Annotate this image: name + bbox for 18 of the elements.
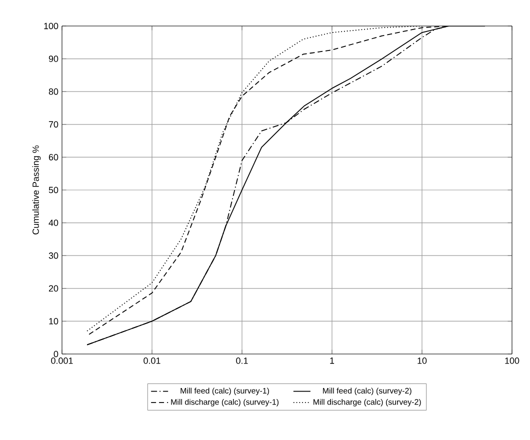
x-tick-label: 0.1: [236, 358, 248, 364]
y-tick-label: 20: [48, 285, 58, 292]
y-tick-label: 90: [48, 56, 58, 62]
x-tick-label: 0.01: [144, 358, 160, 364]
x-tick-label: 1: [330, 358, 334, 364]
x-tick-label: 0.001: [51, 358, 73, 364]
y-tick-label: 0: [54, 350, 58, 358]
y-tick-label: 40: [48, 220, 58, 226]
y-tick-label: 70: [48, 121, 58, 128]
y-tick-label: 50: [48, 186, 58, 194]
y-tick-label: 60: [48, 154, 58, 160]
x-tick-label: 10: [418, 358, 427, 364]
y-tick-label: 10: [49, 318, 58, 324]
y-axis-title: Cumulative Passing %: [32, 145, 41, 234]
y-tick-label: 30: [48, 252, 58, 259]
y-tick-label: 100: [44, 22, 58, 30]
y-tick-label: 80: [48, 88, 58, 95]
x-tick-label: 100: [505, 358, 520, 364]
